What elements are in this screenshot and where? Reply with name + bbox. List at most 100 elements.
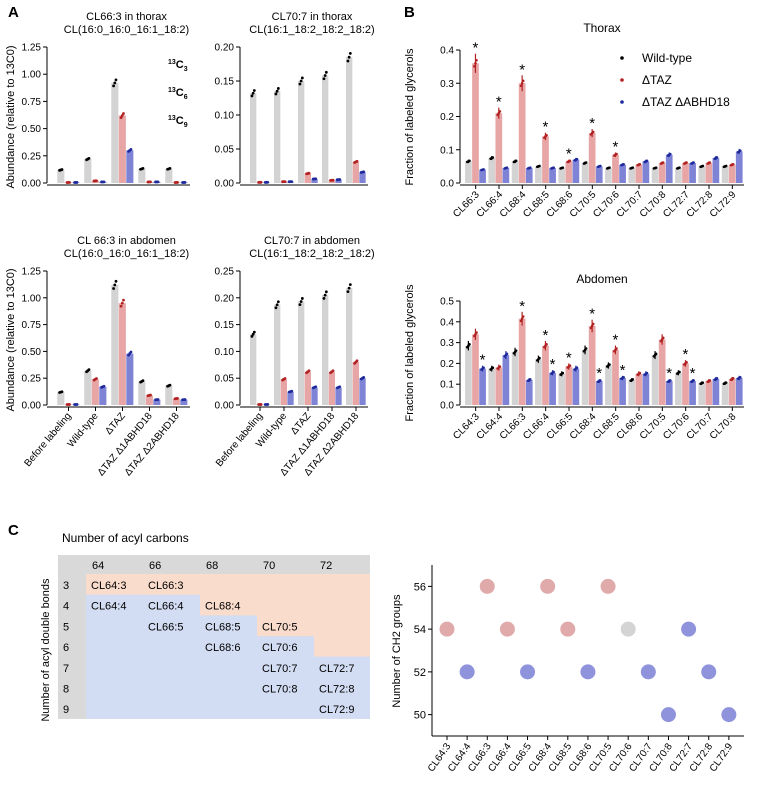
chart-b-abdomen-x-tick-label: CL70:8 [708, 411, 739, 442]
chart-a2-title: CL 66:3 in abdomen [77, 235, 176, 247]
chart-b-abdomen-bar [721, 383, 729, 405]
chart-b-abdomen-bar [658, 339, 666, 405]
chart-a2-x-tick-label: Before labeling [22, 411, 73, 469]
chart-a2-dot [75, 403, 79, 406]
chart-b-thorax-dot [622, 162, 625, 166]
panel-a-top-ylabel: Abundance (relative to 13C0) [5, 45, 17, 188]
chart-b-thorax-bar [605, 168, 612, 183]
grid-row-head: 8 [63, 684, 69, 696]
chart-b-abdomen-dot [738, 375, 742, 379]
chart-a3-dot [274, 306, 278, 310]
chart-b-abdomen-bar [612, 349, 619, 405]
legend-label: ΔTAZ ΔABHD18 [642, 95, 730, 109]
chart-a1-dot [266, 180, 270, 184]
chart-a1-bar [346, 57, 353, 184]
chart-a3-dot [251, 332, 255, 336]
chart-a1-y-tick-label: 0.15 [215, 77, 235, 88]
chart-b-abdomen-bar [735, 377, 743, 405]
chart-a1-dot [290, 180, 294, 183]
chart-a0-y-tick-label: 0.25 [22, 151, 42, 162]
label-13c3: 13C3 [168, 59, 188, 73]
chart-b-thorax-bar [665, 154, 673, 183]
chart-a0-dot [113, 81, 117, 85]
chart-b-thorax-dot [591, 130, 595, 134]
chart-b-abdomen-bar [689, 381, 696, 405]
scatter-point [520, 664, 536, 680]
chart-b-abdomen-star: * [613, 331, 619, 348]
chart-a2-y-tick-label: 0.00 [22, 401, 42, 412]
chart-b-abdomen-dot [505, 352, 509, 356]
chart-a3-dot [331, 369, 335, 373]
grid-cell-label: CL66:5 [148, 621, 183, 633]
chart-b-thorax-bar [518, 83, 526, 183]
chart-b-thorax-star: * [496, 94, 502, 111]
chart-b-thorax-dot [701, 164, 705, 168]
chart-a3-bar [328, 371, 335, 405]
chart-a2-dot [149, 393, 152, 397]
chart-a2-y-tick-label: 0.25 [22, 374, 42, 385]
chart-b-abdomen-dot [589, 326, 593, 330]
chart-a1-subtitle: CL(16:1_18:2_18:2_18:2) [249, 24, 374, 36]
chart-b-thorax-dot [505, 166, 509, 169]
chart-a1-bar [352, 161, 359, 183]
chart-a1-dot [276, 87, 280, 90]
grid-side-band [58, 574, 86, 719]
chart-a2-bar [126, 353, 134, 405]
chart-b-abdomen-bar [705, 381, 713, 405]
chart-a3-dot [252, 330, 256, 334]
panel-label-a: A [8, 4, 19, 21]
chart-b-abdomen-y-tick-label: 0.4 [440, 317, 454, 328]
chart-b-thorax-y-tick-label: 0.4 [440, 46, 454, 57]
chart-a3-bar [322, 295, 329, 405]
chart-b-abdomen-bar [635, 373, 643, 405]
chart-b-abdomen-dot [731, 377, 735, 380]
chart-a2-dot [112, 287, 115, 290]
chart-a1-dot [251, 91, 255, 95]
chart-b-abdomen-bar [565, 366, 573, 405]
chart-a3-dot [322, 297, 326, 300]
chart-b-abdomen-dot [545, 342, 548, 346]
chart-a2-y-tick-label: 0.75 [22, 320, 42, 331]
chart-a0-dot [168, 167, 172, 170]
chart-a0-bar [138, 168, 146, 183]
chart-a2-dot [119, 304, 123, 308]
chart-b-abdomen-bar [488, 368, 496, 405]
scatter-y-tick-label: 56 [414, 581, 426, 593]
panel-c-top-label: Number of acyl carbons [62, 531, 189, 545]
scatter-point [681, 621, 697, 637]
chart-a3-dot [276, 300, 280, 304]
panel-label-c: C [8, 522, 19, 539]
chart-a1-bar [274, 91, 281, 183]
chart-b-thorax-dot [584, 161, 588, 164]
scatter-point [660, 707, 676, 723]
grid-row-head: 3 [63, 580, 69, 592]
chart-a1-dot [299, 79, 303, 83]
chart-b-abdomen-dot [645, 371, 649, 375]
chart-b-thorax-dot [598, 164, 602, 168]
chart-b-thorax-bar [628, 168, 636, 183]
chart-a1-bar [322, 75, 329, 183]
scatter-ylabel: Number of CH2 groups [391, 594, 403, 708]
chart-a2-dot [95, 377, 98, 380]
chart-b-abdomen-dot [724, 381, 728, 384]
chart-a0-dot [141, 167, 145, 170]
chart-a0-dot [102, 180, 106, 184]
chart-a1-dot [347, 55, 351, 59]
grid-cell-label: CL68:4 [205, 601, 240, 613]
grid-cell-label: CL66:3 [148, 580, 183, 592]
chart-b-thorax-bar [588, 133, 596, 183]
chart-a1-dot [283, 180, 287, 183]
chart-b-abdomen-bar [682, 363, 689, 405]
chart-a3-y-tick-label: 0.25 [215, 267, 235, 278]
chart-b-thorax-bar [488, 158, 496, 183]
grid-cell-label: CL70:5 [262, 621, 297, 633]
chart-a3-dot [290, 389, 294, 393]
scatter-y-tick-label: 52 [414, 667, 426, 679]
scatter-y-tick-label: 54 [414, 624, 426, 636]
label-13c9: 13C9 [168, 115, 188, 129]
chart-b-abdomen-dot [692, 379, 695, 382]
chart-a0-y-tick-label: 0.50 [22, 124, 42, 135]
chart-a2-dot [176, 396, 179, 400]
chart-a2-bar [180, 399, 188, 405]
chart-a0-y-tick-label: 1.25 [22, 43, 42, 54]
